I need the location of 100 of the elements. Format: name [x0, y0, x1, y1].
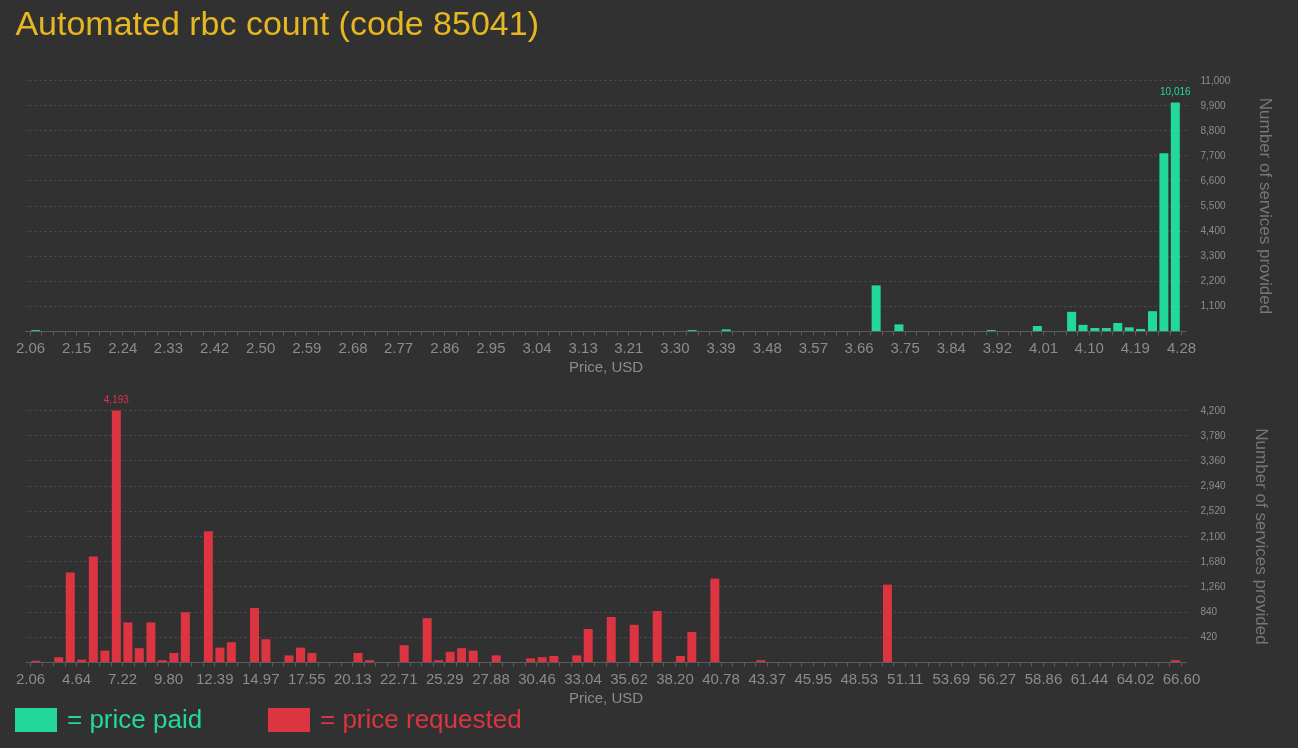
bar: [445, 651, 455, 662]
bar: [468, 650, 478, 662]
y-axis-title: Number of services provided: [1251, 428, 1271, 645]
x-tick-label: 3.48: [752, 338, 782, 356]
bar: [871, 285, 881, 331]
legend-label: = price requested: [320, 704, 522, 734]
x-tick-label: 51.11: [887, 669, 924, 687]
bar: [894, 324, 904, 331]
y-tick-label: 1,100: [1200, 300, 1226, 312]
bar: [203, 531, 213, 662]
bar: [675, 656, 685, 662]
x-tick-label: 2.95: [476, 338, 506, 356]
y-tick-label: 840: [1200, 606, 1218, 618]
x-tick-label: 38.20: [656, 669, 694, 687]
y-tick-label: 8,800: [1200, 124, 1226, 136]
x-tick-label: 66.60: [1162, 669, 1201, 687]
x-tick-label: 4.19: [1120, 338, 1150, 356]
bar: [652, 611, 662, 662]
x-tick-label: 3.75: [890, 338, 920, 356]
bar: [1101, 328, 1111, 331]
x-tick-label: 3.66: [844, 338, 874, 356]
x-tick-label: 35.62: [610, 669, 648, 687]
bar: [261, 639, 271, 662]
x-tick-label: 3.04: [522, 338, 552, 356]
chart-title: Automated rbc count (code 85041): [15, 4, 539, 42]
x-axis-title: Price, USD: [568, 688, 644, 706]
bar: [169, 653, 179, 662]
y-tick-label: 3,780: [1200, 429, 1226, 441]
x-tick-label: 64.02: [1116, 669, 1155, 687]
x-tick-label: 2.06: [15, 338, 46, 356]
x-tick-label: 2.86: [430, 338, 460, 356]
bar: [1159, 153, 1169, 331]
bar: [100, 650, 110, 662]
bar: [606, 617, 616, 662]
bar: [180, 612, 190, 662]
bar: [1124, 327, 1134, 331]
data-label: 4,193: [103, 394, 130, 406]
x-tick-label: 33.04: [564, 669, 602, 687]
x-tick-label: 45.95: [794, 669, 832, 687]
bar: [1147, 311, 1157, 331]
legend-label: = price paid: [67, 704, 203, 734]
x-tick-label: 17.55: [287, 669, 326, 687]
y-tick-label: 420: [1200, 631, 1218, 643]
y-tick-label: 5,500: [1200, 200, 1226, 211]
bar: [54, 657, 64, 662]
x-tick-label: 2.59: [292, 338, 322, 356]
bar: [353, 653, 363, 662]
y-tick-label: 11,000: [1200, 74, 1231, 86]
bar: [422, 618, 432, 662]
bar: [1078, 324, 1088, 331]
x-tick-label: 48.53: [840, 669, 879, 687]
x-tick-label: 56.27: [978, 669, 1017, 687]
y-tick-label: 4,200: [1200, 404, 1226, 416]
bar: [583, 629, 593, 662]
bar: [226, 642, 236, 662]
bar: [399, 645, 409, 662]
x-tick-label: 3.39: [706, 338, 736, 356]
bar: [296, 647, 306, 662]
x-tick-label: 9.80: [153, 669, 184, 687]
x-tick-label: 58.86: [1024, 669, 1063, 687]
x-tick-label: 3.13: [568, 338, 598, 356]
y-tick-label: 2,200: [1200, 275, 1226, 287]
x-tick-label: 7.22: [107, 669, 138, 687]
x-tick-label: 2.33: [153, 338, 184, 356]
bar: [526, 658, 536, 662]
x-tick-label: 4.64: [61, 669, 92, 687]
y-tick-label: 6,600: [1200, 174, 1226, 186]
y-tick-label: 2,940: [1200, 480, 1226, 492]
bar: [882, 584, 892, 662]
x-tick-label: 27.88: [472, 669, 510, 687]
y-tick-label: 2,100: [1200, 530, 1226, 542]
x-tick-label: 2.15: [62, 338, 92, 356]
x-tick-label: 2.68: [338, 338, 368, 356]
bar: [215, 647, 225, 662]
bar: [307, 653, 317, 662]
y-tick-label: 9,900: [1200, 99, 1226, 111]
x-tick-label: 2.06: [15, 669, 46, 687]
x-tick-label: 22.71: [380, 669, 418, 687]
x-tick-label: 61.44: [1070, 669, 1109, 687]
x-tick-label: 30.46: [518, 669, 556, 687]
x-tick-label: 3.84: [936, 338, 966, 356]
x-tick-label: 40.78: [702, 669, 740, 687]
y-tick-label: 1,260: [1200, 580, 1226, 592]
bar: [537, 657, 547, 662]
bar: [1067, 311, 1077, 331]
bar: [250, 608, 260, 662]
bar: [111, 410, 121, 662]
bar: [134, 648, 144, 662]
y-tick-label: 2,520: [1200, 505, 1226, 517]
bar: [629, 624, 639, 662]
bar: [1136, 328, 1146, 331]
x-tick-label: 4.01: [1028, 338, 1059, 356]
bar: [710, 578, 720, 662]
bar: [65, 572, 75, 662]
data-label: 10,016: [1160, 86, 1192, 98]
x-tick-label: 53.69: [932, 669, 971, 687]
y-axis-title: Number of services provided: [1256, 97, 1276, 315]
bar: [549, 656, 559, 662]
bar: [572, 655, 582, 662]
bar: [1032, 325, 1042, 331]
